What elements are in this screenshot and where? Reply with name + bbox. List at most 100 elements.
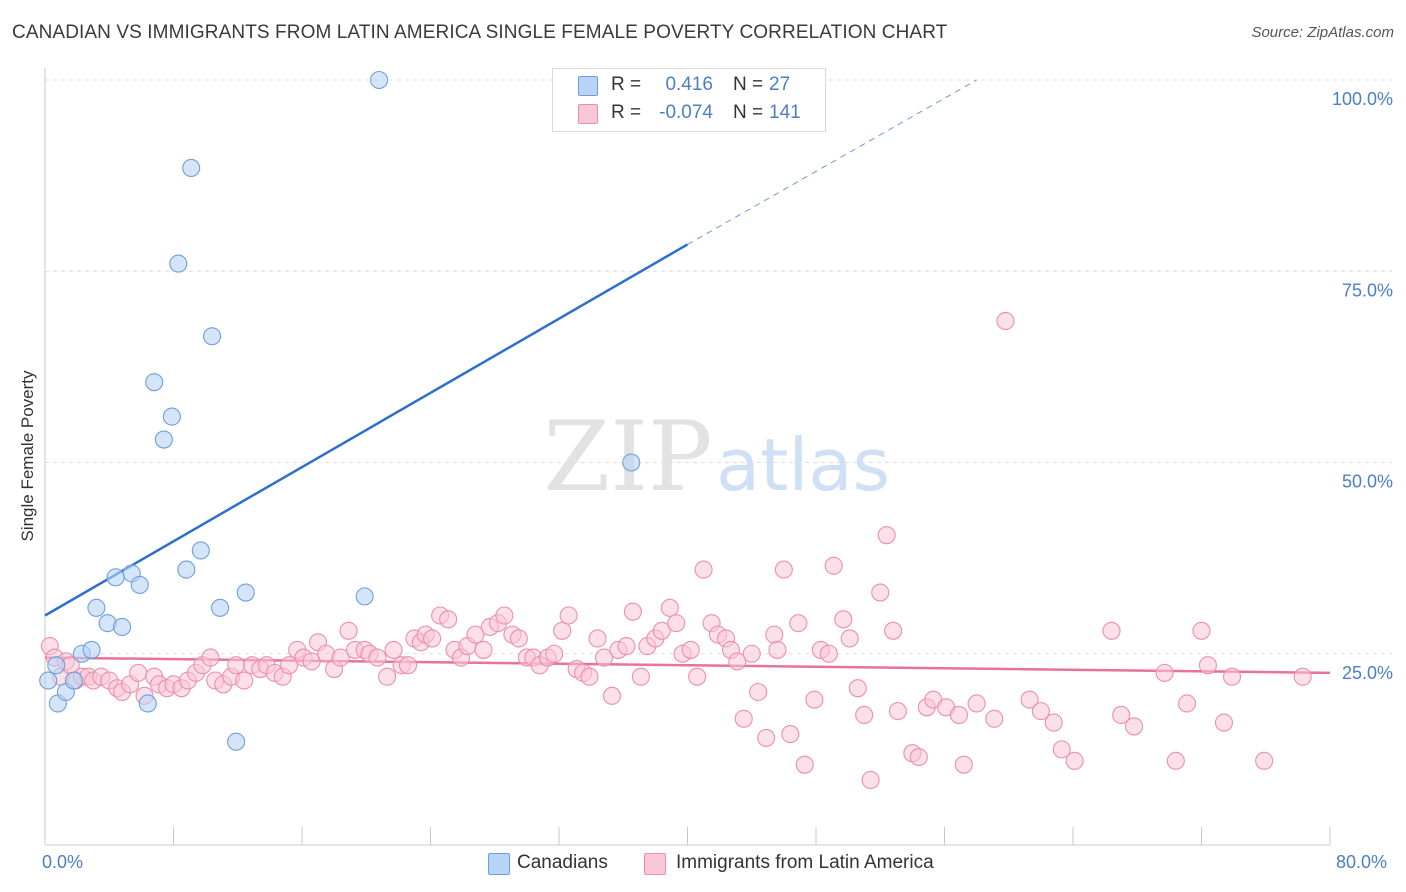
legend-r-value: 0.416	[665, 74, 713, 95]
legend-swatch-canadians	[578, 76, 598, 96]
canadians-point	[162, 407, 181, 426]
latin-point	[378, 667, 397, 686]
latin-point	[617, 637, 636, 656]
latin-point	[996, 311, 1015, 331]
latin-point	[652, 621, 671, 640]
latin-point	[398, 656, 418, 675]
latin-point	[495, 606, 514, 625]
latin-point	[688, 667, 707, 686]
latin-point	[631, 667, 650, 686]
latin-point	[795, 755, 814, 774]
latin-point	[545, 644, 564, 663]
latin-point	[789, 614, 808, 633]
watermark-atlas: atlas	[716, 423, 890, 507]
canadians-trend-line	[44, 243, 689, 617]
latin-point	[368, 648, 387, 667]
latin-point	[623, 602, 642, 621]
canadians-point	[154, 430, 173, 449]
stats-legend: R = 0.416 N = 27 R = -0.074 N = 141	[552, 68, 826, 132]
latin-point	[985, 709, 1004, 728]
latin-point	[694, 560, 713, 579]
latin-point	[1020, 690, 1039, 709]
latin-point	[1192, 621, 1211, 640]
series-legend: Canadians Immigrants from Latin America	[0, 852, 1406, 876]
latin-point	[734, 709, 753, 728]
canadians-point	[145, 373, 164, 392]
latin-point	[949, 705, 969, 725]
latin-point	[768, 640, 787, 659]
canadians-point	[106, 568, 125, 587]
latin-point	[423, 629, 442, 648]
bottom-legend-canadians: Canadians	[517, 852, 608, 873]
canadians-point	[138, 694, 157, 713]
latin-point	[1166, 751, 1185, 770]
latin-point	[774, 560, 793, 579]
legend-row-canadians: R = 0.416 N = 27	[553, 71, 825, 99]
latin-point	[339, 621, 358, 640]
latin-point	[1102, 621, 1121, 640]
latin-point	[1031, 702, 1050, 721]
latin-point	[861, 770, 880, 790]
canadians-point	[203, 327, 222, 346]
legend-n-value: 27	[769, 74, 791, 95]
legend-n-label: N =	[733, 102, 764, 123]
latin-point	[819, 644, 838, 663]
latin-point	[129, 663, 148, 682]
latin-point	[824, 556, 843, 575]
latin-point	[302, 652, 321, 671]
latin-point	[1052, 740, 1071, 759]
latin-point	[681, 640, 700, 659]
latin-point	[660, 598, 679, 617]
canadians-point	[191, 541, 210, 560]
latin-point	[909, 747, 928, 767]
latin-point	[765, 625, 784, 644]
latin-point	[201, 648, 220, 667]
canadians-point	[177, 560, 196, 579]
latin-point	[1155, 663, 1174, 682]
legend-r-label: R =	[611, 102, 642, 123]
canadians-point	[355, 587, 374, 606]
latin-point	[588, 629, 607, 648]
latin-point	[235, 671, 254, 690]
canadians-trend-extension	[687, 79, 977, 245]
legend-r-label: R =	[611, 74, 642, 95]
latin-point	[331, 648, 350, 667]
latin-point	[749, 682, 768, 702]
canadians-point	[236, 583, 255, 602]
latin-america-points	[40, 311, 1312, 790]
gridlines	[45, 79, 1392, 655]
canadians-point	[82, 640, 101, 659]
legend-row-latin: R = -0.074 N = 141	[553, 99, 825, 127]
latin-point	[439, 610, 458, 629]
canadians-point	[169, 254, 188, 273]
latin-point	[834, 610, 853, 629]
canadians-point	[64, 671, 83, 690]
latin-point	[594, 648, 614, 667]
latin-point	[855, 705, 874, 725]
latin-point	[1255, 751, 1274, 770]
latin-point	[1112, 705, 1131, 725]
latin-point	[877, 526, 896, 545]
latin-point	[954, 755, 973, 774]
latin-point	[728, 652, 747, 671]
axes	[44, 68, 1331, 846]
latin-point	[559, 606, 578, 625]
legend-r-value: -0.074	[659, 102, 713, 123]
y-tick-label: 25.0%	[1342, 663, 1393, 683]
bottom-legend-swatch-latin	[644, 853, 666, 875]
latin-point	[1065, 751, 1084, 770]
latin-point	[1214, 713, 1234, 732]
chart-title: CANADIAN VS IMMIGRANTS FROM LATIN AMERIC…	[12, 22, 948, 43]
latin-point	[781, 725, 800, 744]
canadians-point	[182, 158, 201, 178]
latin-point	[1124, 717, 1144, 736]
latin-point	[1222, 667, 1242, 686]
canadians-point	[113, 617, 132, 637]
bottom-legend-swatch-canadians	[488, 853, 510, 875]
latin-point	[227, 656, 246, 675]
canadians-point	[211, 598, 230, 617]
latin-point	[280, 656, 299, 675]
latin-point	[466, 625, 485, 644]
latin-point	[384, 640, 403, 659]
canadians-point	[87, 598, 106, 617]
